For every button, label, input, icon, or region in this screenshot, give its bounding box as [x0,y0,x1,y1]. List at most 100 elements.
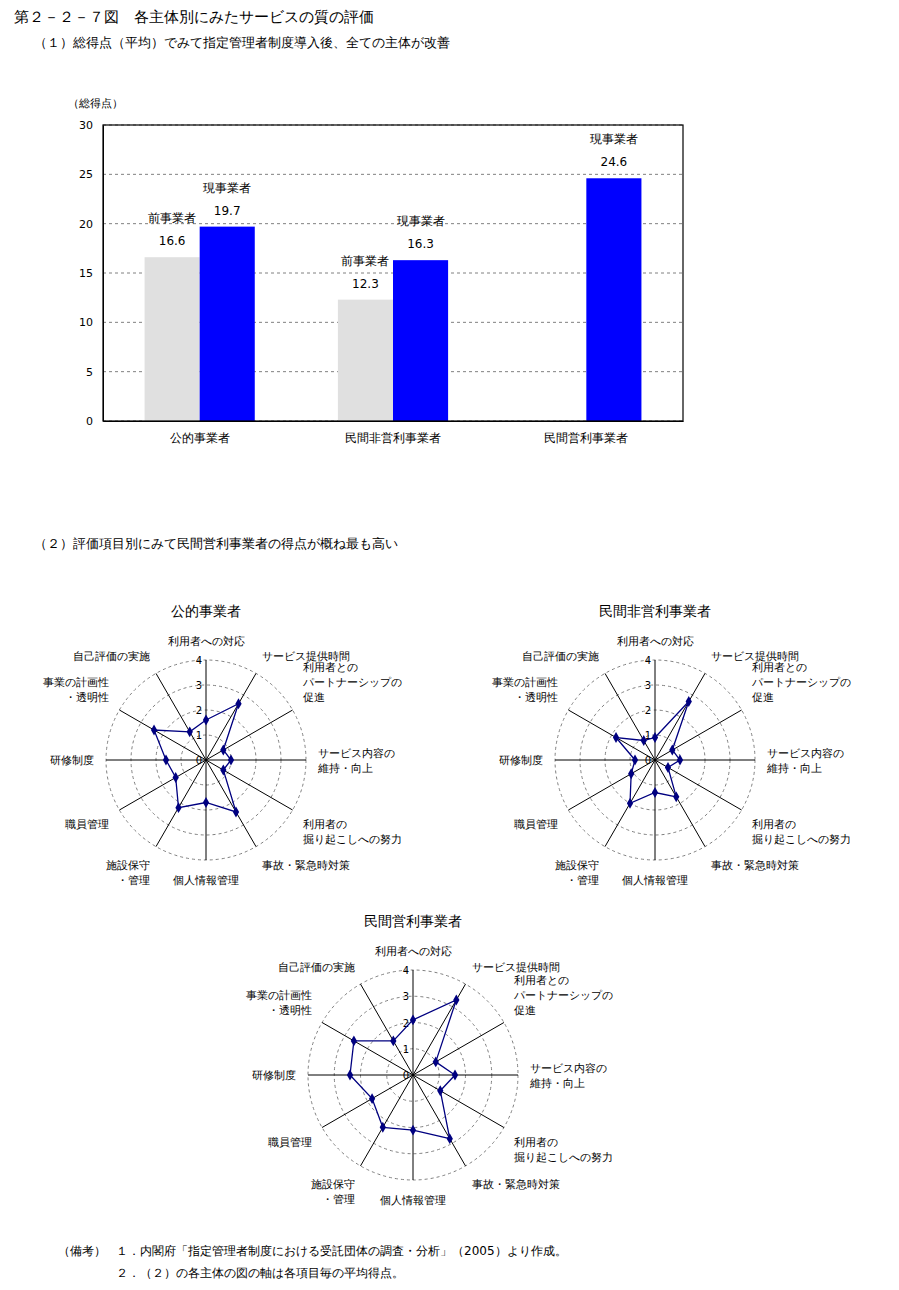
bar [393,260,448,421]
spoke [605,673,655,760]
radar-point [665,762,671,773]
y-tick-label: 30 [79,119,93,132]
radar-point [686,696,692,707]
radar-point [652,787,658,798]
category-label: 施設保守・管理 [311,1178,355,1206]
category-label: 利用者への対応 [375,945,452,958]
y-tick-label: 25 [79,168,93,181]
radar-point [652,732,658,743]
r-tick-label: 3 [645,680,651,691]
category-label: 利用者への対応 [168,635,245,648]
spoke [322,1075,413,1128]
radar-point [632,755,638,766]
y-tick: 25 [79,168,103,181]
category-label: 利用者の掘り起こしへの努力 [514,1136,613,1164]
radar-point [453,995,459,1006]
radar-point [437,1085,443,1096]
category-label: 研修制度 [50,754,94,767]
radar-point [390,1035,396,1046]
spoke [308,1075,413,1076]
radar-point [677,755,683,766]
bar [200,227,255,421]
y-tick-label: 15 [79,267,93,280]
radar-point [203,715,209,726]
category-label: 職員管理 [514,818,558,831]
category-label: 個人情報管理 [622,874,688,887]
plot-frame [103,125,683,421]
chart-title: 民間非営利事業者 [599,603,711,619]
category-label: 利用者とのパートナーシップの促進 [302,661,402,704]
category-label: 利用者の掘り起こしへの努力 [303,818,402,846]
radar-point [641,735,647,746]
category-label: サービス提供時間 [472,961,560,974]
category-label: 事故・緊急時対策 [711,859,799,872]
y-tick: 20 [79,218,103,231]
category-label: 事故・緊急時対策 [472,1178,560,1191]
spoke [413,1075,466,1166]
y-tick-label: 0 [86,415,93,428]
spoke [655,760,755,761]
category-label: サービス内容の維持・向上 [766,747,844,775]
spoke [655,710,742,760]
data-label: 24.6 [601,155,628,169]
spoke [206,660,207,760]
r-tick-label: 4 [196,655,202,666]
radar-point [175,802,181,813]
bar-chart: （１）総得点（平均）でみて指定管理者制度導入後、全ての主体が改善（総得点）051… [34,35,684,445]
radar-line [616,702,689,804]
radar-chart: 公的事業者01234利用者への対応サービス提供時間利用者とのパートナーシップの促… [43,603,402,887]
series-label: 前事業者 [148,211,196,225]
x-tick: 民間非営利事業者 [345,421,441,445]
radar-point [233,807,239,818]
grid-circle [106,660,306,860]
radar-point [410,1014,416,1025]
grid [103,125,683,421]
spoke [568,710,655,760]
radar-point [203,797,209,808]
radar-point [452,1070,458,1081]
r-tick-label: 1 [196,730,202,741]
spoke [413,1075,504,1128]
radar-chart: 民間非営利事業者01234利用者への対応サービス提供時間利用者とのパートナーシッ… [492,603,851,887]
radar-point [369,1093,375,1104]
category-label: 個人情報管理 [173,874,239,887]
series-label: 前事業者 [341,254,389,268]
bar [145,257,200,421]
chart-title: （１）総得点（平均）でみて指定管理者制度導入後、全ての主体が改善 [34,35,450,50]
notes-label: （備考） [58,1244,106,1258]
category-label: 事業の計画性・透明性 [246,989,312,1017]
category-label: 個人情報管理 [380,1194,446,1207]
radar-point [351,1035,357,1046]
radar-point [163,755,169,766]
category-label: 事故・緊急時対策 [262,859,350,872]
radar-point [228,755,234,766]
category-label: 事業の計画性・透明性 [43,676,109,704]
radar-chart: 民間営利事業者01234利用者への対応サービス提供時間利用者とのパートナーシップ… [246,913,614,1207]
radar-line [350,1000,456,1139]
y-tick-label: 20 [79,218,93,231]
series-label: 現事業者 [397,214,445,228]
category-label: 利用者への対応 [617,635,694,648]
category-label: 職員管理 [268,1136,312,1149]
series-label: 現事業者 [590,132,638,146]
r-tick-label: 4 [403,965,409,976]
r-tick-label: 3 [403,991,409,1002]
bar [586,178,641,421]
radar-point [673,791,679,802]
category-label: 施設保守・管理 [555,859,599,887]
category-label: 自己評価の実施 [73,650,150,663]
grid-line [103,174,683,175]
spoke [655,760,656,860]
data-label: 19.7 [214,204,241,218]
radar-point [173,772,179,783]
spoke [206,760,306,761]
y-tick-label: 10 [79,316,93,329]
radar-point [433,1056,439,1067]
y-tick-label: 5 [86,366,93,379]
chart-title: 民間営利事業者 [364,913,462,929]
bars [145,178,642,421]
spoke [413,1075,518,1076]
radar-point [669,745,675,756]
y-tick: 5 [86,366,103,379]
x-axis: 公的事業者民間非営利事業者民間営利事業者 [104,421,684,445]
